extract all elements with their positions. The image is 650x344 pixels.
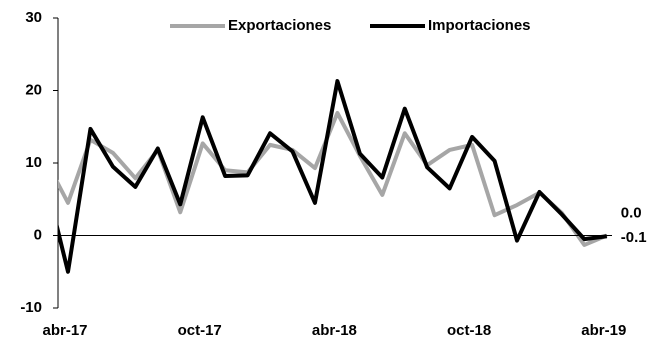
x-tick-label: abr-19 <box>581 322 626 339</box>
x-tick-label: oct-17 <box>178 322 222 339</box>
y-tick-label: 10 <box>25 154 42 171</box>
y-tick-label: 0 <box>34 226 42 243</box>
value-label: 0.0 <box>621 204 642 221</box>
series-line <box>58 79 608 274</box>
plot-area <box>58 79 608 274</box>
x-tick-label: oct-18 <box>447 322 491 339</box>
y-tick-label: 30 <box>25 9 42 26</box>
x-tick-label: abr-18 <box>312 322 357 339</box>
x-tick-label: abr-17 <box>42 322 87 339</box>
y-tick-label: -10 <box>20 299 42 316</box>
y-tick-label: 20 <box>25 81 42 98</box>
legend-label: Exportaciones <box>228 17 331 34</box>
value-label: -0.1 <box>621 229 647 246</box>
legend-label: Importaciones <box>428 17 531 34</box>
